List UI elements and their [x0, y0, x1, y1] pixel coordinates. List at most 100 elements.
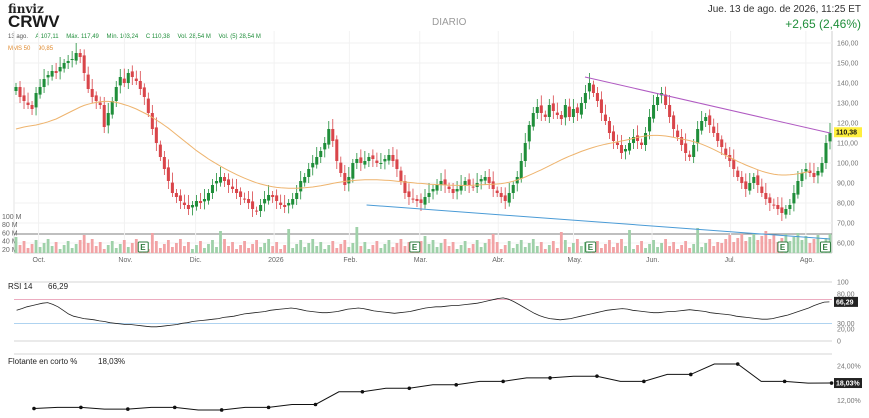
volume-bar [18, 245, 22, 253]
volume-bar [195, 245, 198, 253]
volume-bar [708, 239, 712, 253]
volume-bar [692, 244, 696, 253]
volume-bar [98, 242, 102, 253]
candle-body [607, 121, 611, 133]
volume-bar [74, 244, 78, 253]
rsi-tick-label: 30,00 [837, 321, 855, 328]
rsi-tick-label: 0 [837, 339, 841, 346]
volume-bar [788, 241, 792, 253]
candle-body [447, 186, 451, 189]
volume-bar [684, 241, 688, 253]
finviz-logo[interactable]: finviz [8, 2, 44, 16]
volume-bar [203, 248, 206, 253]
volume-bar [283, 245, 287, 253]
short-float-point [32, 406, 36, 411]
x-tick-label: 2026 [268, 257, 284, 264]
candle-body [86, 74, 90, 89]
candle-body [339, 162, 343, 173]
candle-body [499, 193, 503, 197]
volume-bar [559, 232, 563, 253]
candle-body [812, 173, 816, 177]
volume-bar [126, 247, 130, 253]
candle-body [619, 145, 624, 153]
candle-body [652, 105, 656, 119]
volume-bar [323, 249, 327, 253]
candle-body [303, 177, 307, 183]
volume-bar [235, 249, 238, 253]
y-tick-label: 150,00 [837, 61, 859, 68]
volume-bar [259, 247, 263, 253]
volume-bar [162, 244, 166, 253]
volume-bar [459, 245, 463, 253]
volume-bar [704, 243, 708, 253]
candle-body [307, 169, 311, 177]
last-price-box [834, 127, 862, 138]
volume-bar [311, 239, 315, 253]
candle-body [423, 197, 427, 205]
candle-body [126, 73, 130, 83]
candle-body [744, 181, 748, 189]
volume-bar [351, 243, 355, 253]
volume-bar [170, 247, 174, 253]
candle-body [243, 198, 247, 200]
volume-bar [379, 248, 383, 253]
candle-body [138, 81, 142, 89]
candle-body [611, 131, 615, 141]
candle-body [411, 198, 415, 200]
volume-bar [812, 239, 816, 253]
volume-bar [796, 233, 800, 253]
candle-body [595, 93, 599, 101]
candle-body [804, 169, 808, 172]
volume-bar [471, 244, 475, 253]
volume-bar [271, 246, 275, 253]
candle-body [736, 170, 740, 177]
candle-body [704, 117, 708, 121]
volume-bar [624, 246, 627, 253]
volume-bar [435, 247, 439, 253]
volume-bar [227, 246, 230, 253]
candle-body [415, 199, 419, 201]
candle-body [150, 113, 154, 129]
volume-bar [491, 234, 495, 253]
candle-body [319, 151, 323, 157]
candle-body [98, 102, 102, 105]
ohlc-open: A 107,11 [35, 34, 59, 40]
volume-bar [636, 245, 639, 253]
volume-bar [475, 240, 479, 253]
candle-body [315, 157, 319, 165]
candle-body [640, 142, 644, 145]
volume-bar [355, 227, 359, 253]
candle-body [74, 53, 78, 61]
candle-body [54, 71, 58, 73]
volume-bar [211, 240, 214, 253]
volume-bar [110, 241, 114, 253]
volume-bar [531, 239, 535, 253]
volume-bar [467, 248, 471, 253]
volume-bar [519, 240, 523, 253]
candle-body [218, 177, 223, 183]
rsi-line [16, 297, 830, 328]
volume-bar [612, 247, 615, 253]
candle-body [331, 129, 335, 141]
volume-bar [231, 242, 234, 253]
volume-bar [30, 244, 34, 253]
volume-bar [263, 243, 267, 253]
candle-body [636, 135, 640, 141]
candle-body [419, 199, 423, 203]
candle-body [287, 203, 291, 206]
candle-body [575, 107, 579, 113]
earnings-marker-label: E [822, 243, 828, 252]
volume-bar [632, 249, 635, 253]
candle-body [828, 133, 832, 142]
volume-bar [275, 242, 279, 253]
volume-bar [219, 231, 222, 253]
candle-body [816, 171, 820, 176]
candle-body [291, 199, 295, 205]
volume-bar [319, 242, 323, 253]
candle-body [788, 205, 792, 209]
candle-body [26, 102, 30, 105]
volume-bar [431, 240, 435, 253]
candle-body [403, 181, 407, 193]
candle-body [146, 98, 150, 113]
